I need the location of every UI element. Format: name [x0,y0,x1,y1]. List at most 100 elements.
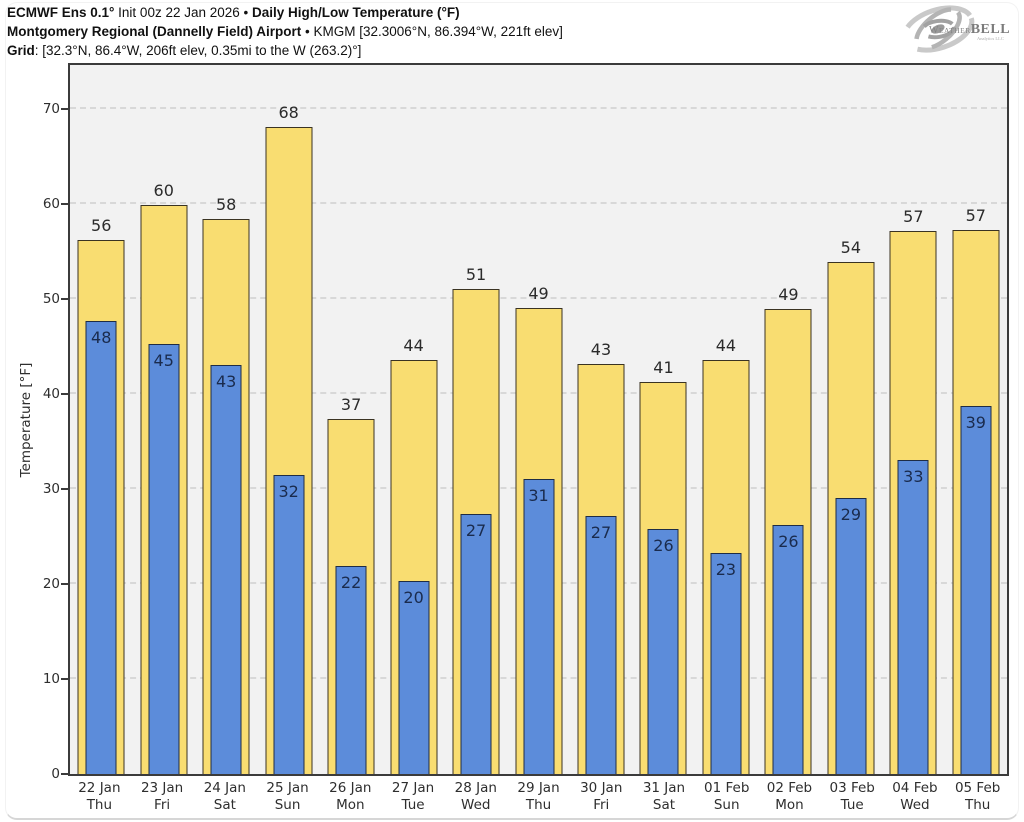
low-value-label: 32 [278,482,299,501]
y-tick-mark-60 [61,203,68,205]
x-label-date: 28 Jan [454,780,497,796]
x-tick-label-27-Jan: 27 Jan Tue [382,780,445,814]
bar-slot-31-Jan: 41 26 [632,65,694,774]
x-label-date: 22 Jan [78,780,121,796]
x-label-day: Mon [336,797,365,813]
grid-value: : [32.3°N, 86.4°W, 206ft elev, 0.35mi to… [34,43,362,58]
high-value-label: 51 [465,265,487,284]
chart-header: ECMWF Ens 0.1° Init 00z 22 Jan 2026 • Da… [7,3,563,60]
high-value-label: 49 [778,285,799,304]
high-value-label: 57 [903,207,924,226]
x-tick-label-24-Jan: 24 Jan Sat [193,780,256,814]
x-tick-label-22-Jan: 22 Jan Thu [68,780,131,814]
y-tick-label-40: 40 [42,386,60,402]
x-label-day: Fri [154,797,171,813]
low-bar [523,479,555,774]
low-value-label: 27 [465,521,487,540]
x-label-day: Thu [86,797,113,813]
logo-bell-text: BELL [971,22,1010,37]
bar-slot-22-Jan: 56 48 [70,65,132,774]
x-label-day: Wed [900,797,930,813]
bar-slot-04-Feb: 57 33 [882,65,944,774]
weatherbell-logo: WEATHERBELL Analytics LLC [901,5,1010,53]
y-tick-label-30: 30 [42,481,60,497]
y-tick-mark-70 [61,108,68,110]
low-bar [897,460,929,774]
y-tick-mark-30 [61,488,68,490]
y-tick-label-60: 60 [42,196,60,212]
low-value-label: 33 [903,467,924,486]
y-tick-label-0: 0 [51,766,60,782]
bar-slot-03-Feb: 54 29 [820,65,882,774]
x-label-date: 03 Feb [829,780,875,796]
low-bar [835,498,867,774]
high-value-label: 44 [715,336,737,355]
x-label-day: Sun [713,797,740,813]
bar-slot-23-Jan: 60 45 [132,65,194,774]
low-value-label: 27 [590,523,612,542]
low-value-label: 39 [965,413,986,432]
y-tick-mark-40 [61,393,68,395]
x-label-day: Thu [525,797,552,813]
low-value-label: 26 [653,536,674,555]
x-label-date: 01 Feb [704,780,750,796]
chart-title: Daily High/Low Temperature (°F) [252,5,460,20]
x-tick-label-03-Feb: 03 Feb Tue [821,780,884,814]
bar-slot-28-Jan: 51 27 [445,65,507,774]
bar-slot-05-Feb: 57 39 [945,65,1007,774]
y-tick-label-10: 10 [42,671,60,687]
x-label-day: Wed [461,797,491,813]
low-value-label: 43 [215,372,237,391]
logo-subtitle-text: Analytics LLC [977,36,1004,41]
low-bar [335,566,367,774]
y-tick-mark-50 [61,298,68,300]
high-value-label: 57 [965,206,986,225]
header-line-1: ECMWF Ens 0.1° Init 00z 22 Jan 2026 • Da… [7,3,563,22]
x-label-date: 04 Feb [892,780,938,796]
gridline-60 [70,202,1007,204]
y-tick-mark-20 [61,583,68,585]
x-tick-label-23-Jan: 23 Jan Fri [131,780,194,814]
high-value-label: 43 [590,340,612,359]
plot-area: 56 48 60 45 58 43 68 32 37 22 44 20 51 27 49 31 43 27 41 26… [68,63,1009,776]
low-bar [585,516,617,774]
x-label-day: Thu [964,797,991,813]
high-value-label: 49 [528,284,549,303]
low-bar [273,475,305,774]
low-value-label: 22 [340,573,362,592]
x-tick-label-02-Feb: 02 Feb Mon [758,780,821,814]
x-label-date: 24 Jan [203,780,246,796]
high-value-label: 44 [403,336,424,355]
low-value-label: 29 [840,505,862,524]
bars-layer: 56 48 60 45 58 43 68 32 37 22 44 20 51 27 49 31 43 27 41 26… [70,65,1007,774]
bar-slot-30-Jan: 43 27 [570,65,632,774]
high-value-label: 56 [91,216,112,235]
x-label-date: 31 Jan [642,780,686,796]
x-label-day: Tue [401,797,425,813]
low-value-label: 31 [528,486,549,505]
x-tick-label-31-Jan: 31 Jan Sat [633,780,696,814]
bar-slot-02-Feb: 49 26 [757,65,819,774]
x-tick-label-01-Feb: 01 Feb Sun [695,780,758,814]
high-value-label: 58 [215,195,237,214]
x-label-day: Mon [775,797,804,813]
low-bar [398,581,430,774]
header-line-3: Grid: [32.3°N, 86.4°W, 206ft elev, 0.35m… [7,41,563,60]
x-axis-labels: 22 Jan Thu 23 Jan Fri 24 Jan Sat 25 Jan Sun 26 J… [68,780,1009,814]
y-axis-title: Temperature [°F] [18,362,34,478]
bar-slot-27-Jan: 44 20 [382,65,444,774]
low-value-label: 48 [91,328,112,347]
low-value-label: 45 [153,351,174,370]
x-label-date: 27 Jan [391,780,435,796]
x-tick-label-30-Jan: 30 Jan Fri [570,780,633,814]
bar-slot-01-Feb: 44 23 [695,65,757,774]
y-tick-label-20: 20 [42,576,60,592]
x-label-date: 29 Jan [517,780,560,796]
x-label-date: 02 Feb [766,780,813,796]
header-line-2: Montgomery Regional (Dannelly Field) Air… [7,22,563,41]
swirl-icon [901,5,975,53]
grid-label: Grid [7,43,35,58]
y-tick-mark-0 [61,773,68,775]
bar-slot-29-Jan: 49 31 [507,65,569,774]
